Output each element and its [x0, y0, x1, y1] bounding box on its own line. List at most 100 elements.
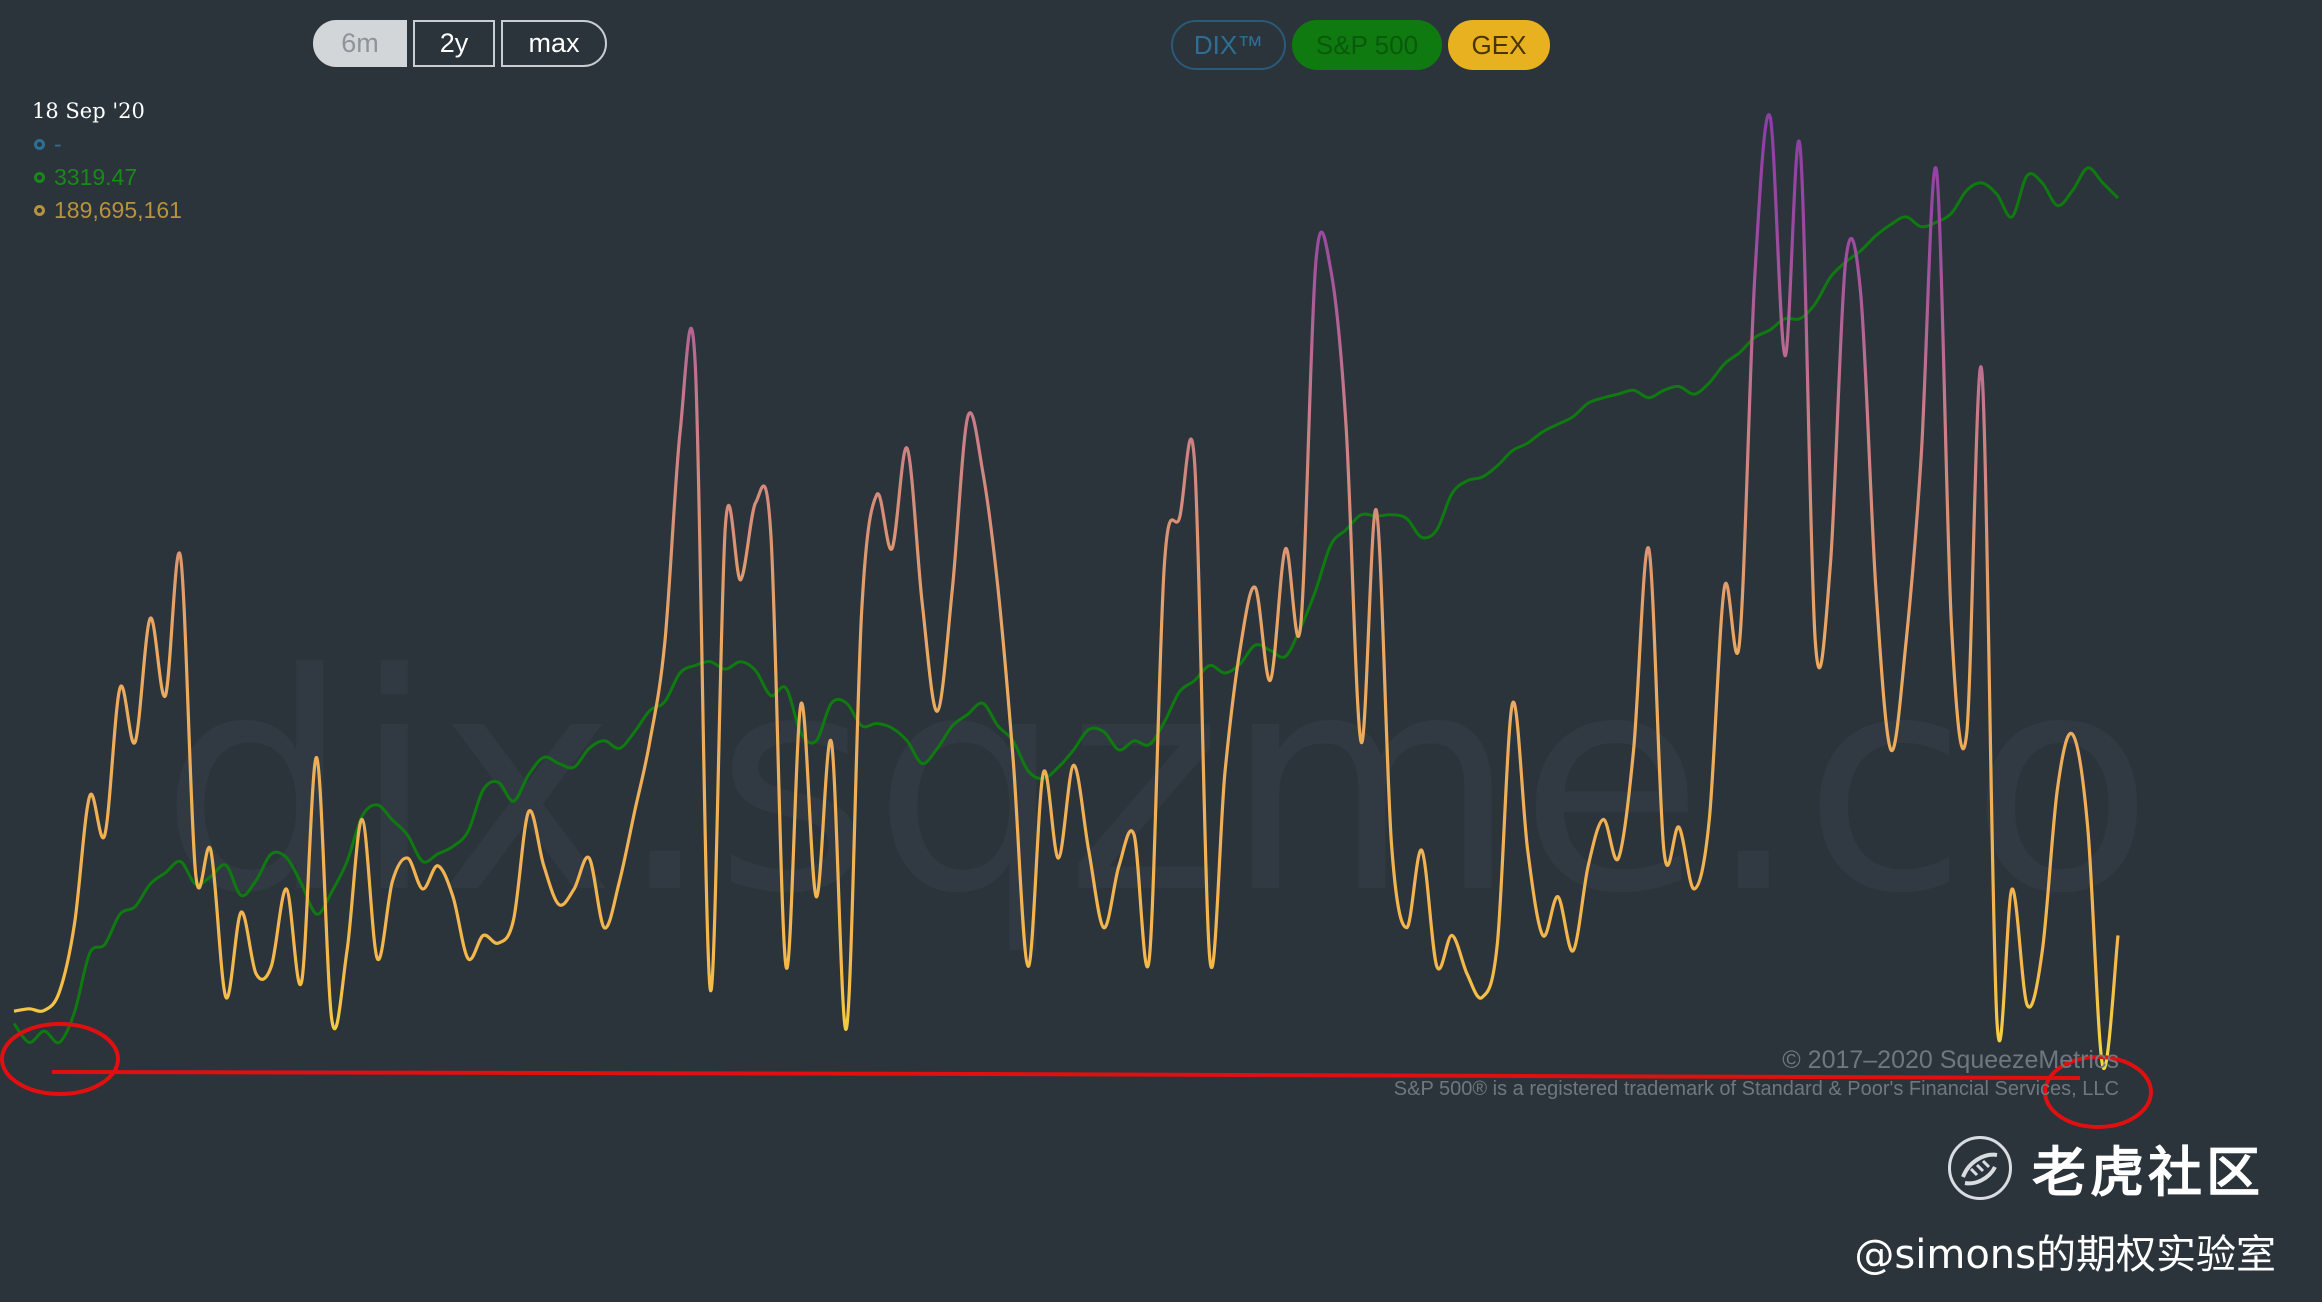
gex-point[interactable]	[1117, 864, 1121, 868]
gex-point[interactable]	[1435, 964, 1439, 968]
gex-point[interactable]	[2071, 732, 2075, 736]
gex-point[interactable]	[1677, 825, 1681, 829]
sp500-point[interactable]	[723, 667, 727, 671]
gex-point[interactable]	[1480, 995, 1484, 999]
sp500-point[interactable]	[1162, 720, 1166, 724]
sp500-point[interactable]	[678, 671, 682, 675]
sp500-point[interactable]	[2055, 204, 2059, 208]
gex-point[interactable]	[2116, 933, 2120, 937]
sp500-point[interactable]	[708, 660, 712, 664]
sp500-point[interactable]	[784, 686, 788, 690]
gex-point[interactable]	[496, 941, 500, 945]
gex-point[interactable]	[935, 709, 939, 713]
gex-point[interactable]	[1526, 848, 1530, 852]
sp500-point[interactable]	[1995, 192, 1999, 196]
sp500-point[interactable]	[1329, 543, 1333, 547]
sp500-point[interactable]	[390, 818, 394, 822]
sp500-point[interactable]	[935, 746, 939, 750]
sp500-point[interactable]	[1087, 728, 1091, 732]
gex-point[interactable]	[179, 555, 183, 559]
gex-point[interactable]	[769, 531, 773, 535]
sp500-point[interactable]	[1480, 475, 1484, 479]
sp500-point[interactable]	[981, 701, 985, 705]
gex-point[interactable]	[27, 1007, 31, 1011]
sp500-point[interactable]	[1102, 730, 1106, 734]
gex-point[interactable]	[1859, 292, 1863, 296]
gex-point[interactable]	[1919, 454, 1923, 458]
gex-point[interactable]	[950, 586, 954, 590]
gex-point[interactable]	[269, 964, 273, 968]
sp500-point[interactable]	[2101, 181, 2105, 185]
sp500-point[interactable]	[1738, 351, 1742, 355]
gex-point[interactable]	[1783, 354, 1787, 358]
gex-point[interactable]	[693, 361, 697, 365]
gex-point[interactable]	[1904, 640, 1908, 644]
gex-point[interactable]	[1813, 640, 1817, 644]
sp500-point[interactable]	[1283, 654, 1287, 658]
gex-point[interactable]	[1662, 848, 1666, 852]
gex-point[interactable]	[890, 547, 894, 551]
sp500-point[interactable]	[905, 739, 909, 743]
gex-toggle[interactable]: GEX	[1448, 20, 1550, 70]
gex-point[interactable]	[1511, 701, 1515, 705]
sp500-point[interactable]	[648, 709, 652, 713]
sp500-point[interactable]	[663, 700, 667, 704]
sp500-point[interactable]	[1223, 671, 1227, 675]
gex-point[interactable]	[88, 794, 92, 798]
gex-point[interactable]	[224, 995, 228, 999]
sp500-point[interactable]	[1117, 748, 1121, 752]
sp500-point[interactable]	[2116, 196, 2120, 200]
gex-point[interactable]	[1995, 1018, 1999, 1022]
sp500-point[interactable]	[1132, 739, 1136, 743]
gex-point[interactable]	[1965, 732, 1969, 736]
sp500-point[interactable]	[12, 1022, 16, 1026]
gex-point[interactable]	[436, 864, 440, 868]
sp500-point[interactable]	[1526, 441, 1530, 445]
sp500-point[interactable]	[1753, 336, 1757, 340]
sp500-point[interactable]	[1647, 396, 1651, 400]
sp500-point[interactable]	[602, 739, 606, 743]
gex-point[interactable]	[739, 578, 743, 582]
gex-point[interactable]	[148, 616, 152, 620]
gex-point[interactable]	[875, 493, 879, 497]
sp500-point[interactable]	[769, 694, 773, 698]
sp500-point[interactable]	[1601, 396, 1605, 400]
sp500-point[interactable]	[1692, 392, 1696, 396]
gex-point[interactable]	[1238, 647, 1242, 651]
sp500-point[interactable]	[587, 746, 591, 750]
gex-point[interactable]	[163, 694, 167, 698]
gex-point[interactable]	[1450, 933, 1454, 937]
sp500-point[interactable]	[451, 844, 455, 848]
sp500-point[interactable]	[1828, 275, 1832, 279]
sp500-point[interactable]	[1980, 181, 1984, 185]
sp500-point[interactable]	[1495, 464, 1499, 468]
gex-point[interactable]	[996, 586, 1000, 590]
sp500-point[interactable]	[1011, 739, 1015, 743]
gex-point[interactable]	[1647, 547, 1651, 551]
sp500-point[interactable]	[42, 1029, 46, 1033]
gex-point[interactable]	[1844, 261, 1848, 265]
sp500-point[interactable]	[481, 788, 485, 792]
gex-point[interactable]	[708, 988, 712, 992]
gex-point[interactable]	[481, 933, 485, 937]
gex-point[interactable]	[1874, 586, 1878, 590]
sp500-point[interactable]	[1420, 535, 1424, 539]
gex-point[interactable]	[981, 470, 985, 474]
sp500-point[interactable]	[1859, 249, 1863, 253]
sp500-point[interactable]	[1344, 528, 1348, 532]
gex-point[interactable]	[1601, 817, 1605, 821]
sp500-point[interactable]	[345, 859, 349, 863]
gex-point[interactable]	[1268, 678, 1272, 682]
sp500-point[interactable]	[1662, 388, 1666, 392]
gex-point[interactable]	[648, 740, 652, 744]
sp500-point[interactable]	[1253, 643, 1257, 647]
gex-point[interactable]	[1072, 763, 1076, 767]
sp500-point[interactable]	[1072, 748, 1076, 752]
sp500-point[interactable]	[1722, 362, 1726, 366]
sp500-point[interactable]	[1178, 690, 1182, 694]
gex-point[interactable]	[1132, 833, 1136, 837]
sp500-point[interactable]	[1026, 769, 1030, 773]
sp500-point[interactable]	[27, 1040, 31, 1044]
sp500-point[interactable]	[1041, 777, 1045, 781]
gex-point[interactable]	[1389, 841, 1393, 845]
